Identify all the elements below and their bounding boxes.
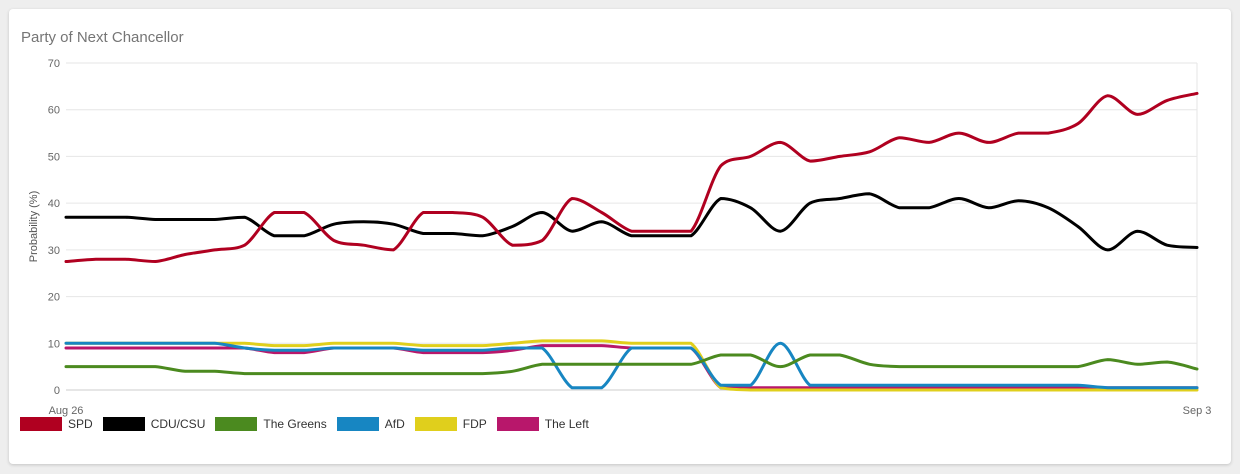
y-tick-label: 40: [48, 198, 60, 210]
legend-swatch: [102, 417, 145, 431]
legend-item-the-greens[interactable]: The Greens: [215, 417, 327, 431]
y-tick-label: 0: [54, 385, 60, 397]
legend-item-the-left[interactable]: The Left: [496, 417, 589, 431]
legend-item-cdu-csu[interactable]: CDU/CSU: [102, 417, 206, 431]
legend-item-spd[interactable]: SPD: [20, 417, 93, 431]
legend-swatch: [20, 417, 62, 431]
legend-swatch: [414, 417, 457, 431]
legend-label: AfD: [384, 417, 405, 431]
legend-swatch: [215, 417, 258, 431]
legend-swatch: [336, 417, 379, 431]
y-axis-label: Probability (%): [28, 191, 40, 263]
y-tick-label: 50: [48, 151, 60, 163]
y-tick-label: 30: [48, 245, 60, 257]
legend-label: The Left: [544, 417, 589, 431]
x-tick-label-start: Aug 26: [49, 405, 84, 417]
legend-label: CDU/CSU: [150, 417, 206, 431]
y-tick-label: 70: [48, 58, 60, 70]
legend-item-afd[interactable]: AfD: [336, 417, 405, 431]
series-line-spd: [64, 91, 1199, 263]
y-tick-label: 20: [48, 292, 60, 304]
chart-title: Party of Next Chancellor: [21, 29, 184, 46]
series-line-cdu-csu: [64, 192, 1199, 252]
series-line-fdp: [64, 339, 1199, 392]
legend-label: FDP: [462, 417, 487, 431]
legend-label: SPD: [68, 417, 93, 431]
series-line-afd: [64, 341, 1199, 390]
chart-legend: SPD CDU/CSU The Greens AfD FDP The Left: [20, 417, 599, 431]
legend-swatch: [496, 417, 539, 431]
legend-item-fdp[interactable]: FDP: [414, 417, 487, 431]
y-tick-label: 10: [48, 338, 60, 350]
series-line-the-greens: [64, 353, 1199, 376]
legend-label: The Greens: [263, 417, 327, 431]
x-tick-label-end: Sep 3: [1183, 405, 1212, 417]
y-tick-label: 60: [48, 105, 60, 117]
